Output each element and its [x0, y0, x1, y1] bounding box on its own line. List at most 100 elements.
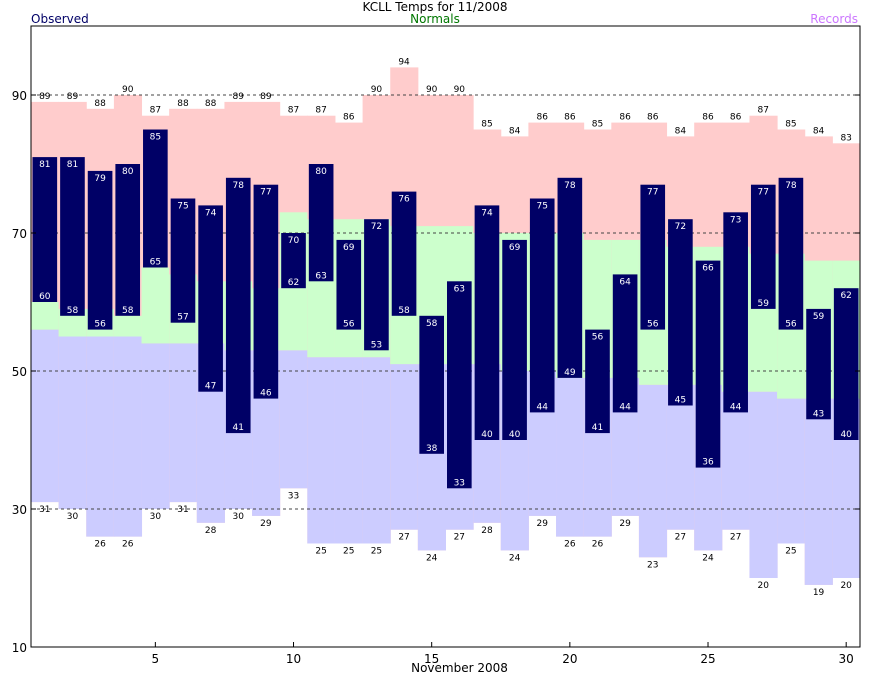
observed-low-label-day-8: 41 [233, 423, 244, 433]
axis-ticks: 10 30 50 70 90 5 10 15 20 25 30 [12, 89, 860, 666]
observed-bar-day-5 [143, 129, 168, 268]
observed-high-label-day-1: 81 [39, 160, 50, 170]
record-low-label-day-30: 20 [840, 581, 852, 591]
record-low-label-day-6: 31 [177, 505, 188, 515]
observed-low-label-day-10: 62 [288, 278, 299, 288]
observed-bar-day-1 [32, 157, 58, 302]
observed-bar-day-29 [806, 308, 831, 420]
observed-high-label-day-3: 79 [94, 174, 106, 184]
low-band-day-28 [777, 398, 806, 544]
observed-high-label-day-22: 64 [619, 277, 631, 287]
observed-high-label-day-13: 72 [371, 222, 382, 232]
normal-band-day-5 [141, 267, 170, 344]
observed-low-label-day-23: 56 [647, 320, 659, 330]
observed-high-label-day-7: 74 [205, 208, 217, 218]
x-tick-label-25: 25 [700, 652, 715, 666]
y-tick-label-30: 30 [12, 503, 27, 517]
observed-low-label-day-7: 47 [205, 382, 216, 392]
observed-bar-day-23 [640, 184, 666, 330]
low-band-day-2 [58, 336, 87, 509]
record-low-label-day-20: 26 [564, 540, 576, 550]
observed-low-label-day-25: 36 [702, 458, 714, 468]
record-high-label-day-13: 90 [371, 85, 383, 95]
observed-high-label-day-29: 59 [813, 312, 825, 322]
normal-band-day-4 [113, 315, 143, 337]
low-band-day-27 [749, 391, 778, 578]
observed-bar-day-18 [502, 239, 527, 440]
record-low-label-day-1: 31 [39, 505, 50, 515]
record-high-label-day-29: 84 [813, 126, 825, 136]
low-band-day-23 [638, 384, 668, 558]
record-low-label-day-19: 29 [536, 519, 548, 529]
observed-low-label-day-6: 57 [177, 313, 188, 323]
low-band-day-1 [31, 329, 60, 503]
record-high-label-day-30: 83 [840, 133, 851, 143]
observed-bar-day-11 [308, 164, 334, 282]
record-low-label-day-29: 19 [813, 588, 825, 598]
record-low-label-day-16: 27 [454, 533, 465, 543]
observed-high-label-day-25: 66 [702, 264, 714, 274]
observed-bar-day-13 [364, 219, 389, 351]
observed-bar-day-25 [695, 260, 721, 468]
low-band-day-11 [307, 357, 336, 544]
observed-bar-day-19 [529, 198, 555, 413]
observed-bar-day-21 [585, 329, 610, 434]
record-low-label-day-5: 30 [150, 512, 162, 522]
record-low-label-day-7: 28 [205, 526, 217, 536]
observed-bar-day-2 [60, 157, 85, 316]
x-tick-label-15: 15 [424, 652, 439, 666]
observed-low-label-day-9: 46 [260, 389, 272, 399]
record-high-label-day-25: 86 [702, 113, 714, 123]
record-low-label-day-15: 24 [426, 553, 438, 563]
observed-low-label-day-24: 45 [675, 396, 686, 406]
observed-low-label-day-21: 41 [592, 423, 603, 433]
low-band-day-26 [721, 391, 750, 530]
legend-observed: Observed [31, 12, 89, 26]
observed-low-label-day-29: 43 [813, 409, 824, 419]
record-high-label-day-27: 87 [758, 106, 769, 116]
record-low-label-day-18: 24 [509, 553, 521, 563]
y-tick-label-10: 10 [12, 641, 27, 655]
record-high-label-day-5: 87 [150, 106, 161, 116]
y-tick-label-70: 70 [12, 227, 27, 241]
record-low-label-day-11: 25 [315, 547, 326, 557]
record-high-label-day-16: 90 [454, 85, 466, 95]
x-axis-label: November 2008 [411, 661, 508, 675]
record-high-label-day-11: 87 [315, 106, 326, 116]
observed-high-label-day-27: 77 [758, 188, 769, 198]
observed-low-label-day-20: 49 [564, 368, 576, 378]
low-band-day-4 [113, 336, 143, 537]
record-low-label-day-28: 25 [785, 547, 796, 557]
record-low-label-day-17: 28 [481, 526, 493, 536]
plot-frame [30, 25, 861, 648]
record-high-label-day-3: 88 [94, 99, 106, 109]
observed-bar-day-16 [447, 281, 472, 489]
value-labels: 89 31 81 60 89 30 81 58 88 26 79 56 90 26 80 58 87 30 85 65… [39, 57, 852, 598]
record-low-label-day-14: 27 [398, 533, 409, 543]
low-band-day-29 [804, 398, 833, 585]
observed-bar-day-27 [750, 184, 776, 309]
record-high-label-day-22: 86 [619, 113, 631, 123]
record-high-label-day-4: 90 [122, 85, 134, 95]
record-high-label-day-10: 87 [288, 106, 299, 116]
record-low-label-day-8: 30 [233, 512, 245, 522]
record-high-label-day-20: 86 [564, 113, 576, 123]
observed-low-label-day-26: 44 [730, 402, 742, 412]
observed-high-label-day-2: 81 [67, 160, 78, 170]
observed-bar-day-22 [612, 274, 638, 413]
observed-low-label-day-13: 53 [371, 340, 382, 350]
observed-low-label-day-12: 56 [343, 320, 355, 330]
observed-high-label-day-21: 56 [592, 333, 604, 343]
observed-high-label-day-26: 73 [730, 215, 741, 225]
observed-bar-day-15 [419, 315, 444, 454]
record-high-label-day-12: 86 [343, 113, 355, 123]
observed-bar-day-14 [391, 191, 417, 316]
observed-bar-day-8 [225, 177, 251, 434]
observed-low-label-day-28: 56 [785, 320, 797, 330]
observed-high-label-day-20: 78 [564, 181, 576, 191]
grid-lines [31, 94, 860, 510]
observed-bar-day-24 [668, 219, 693, 406]
low-band-day-10 [279, 350, 308, 489]
record-high-label-day-21: 85 [592, 120, 603, 130]
